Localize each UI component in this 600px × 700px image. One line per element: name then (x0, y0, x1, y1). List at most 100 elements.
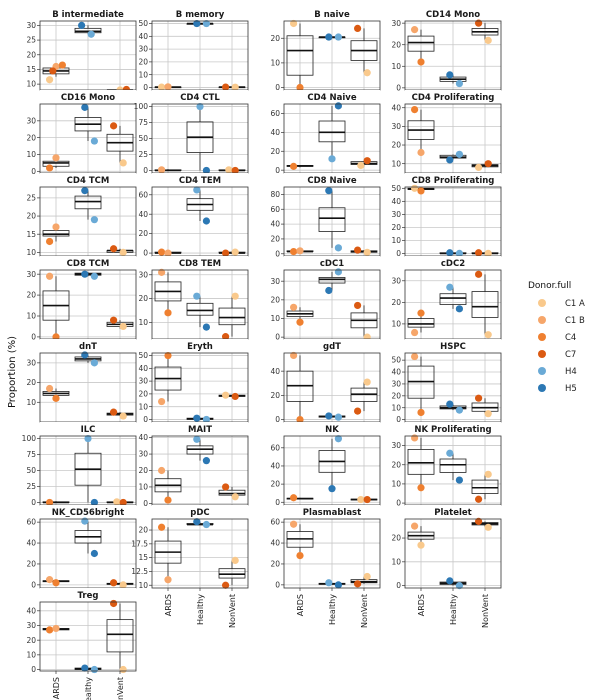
data-point (164, 309, 172, 317)
data-point (202, 217, 210, 225)
y-tick-label: 0 (396, 83, 401, 92)
legend-swatch (538, 350, 546, 358)
data-point (475, 163, 483, 172)
y-tick-label: 60 (270, 518, 280, 527)
y-tick-label: 15 (138, 553, 148, 562)
panel-cd4-tem: CD4 TEM 0 20 40 60 (138, 173, 249, 259)
x-category-label: ARDS (296, 594, 305, 616)
data-point (455, 79, 463, 88)
y-tick-label: 20 (270, 147, 280, 156)
panel-title: B naive (314, 10, 350, 20)
data-point (290, 520, 298, 528)
data-point (363, 378, 371, 386)
box (318, 120, 346, 143)
y-tick-label: 40 (26, 539, 36, 548)
data-point (90, 137, 98, 145)
x-category-label: ARDS (164, 594, 173, 616)
data-point (363, 572, 371, 581)
data-point (119, 248, 127, 256)
y-tick-label: 20 (138, 294, 148, 303)
data-point (52, 624, 60, 633)
data-point (110, 122, 118, 130)
data-point (354, 407, 362, 415)
data-point (81, 103, 89, 111)
data-point (411, 352, 419, 361)
y-tick-label: 25 (26, 193, 36, 202)
y-tick-label: 10 (26, 80, 36, 89)
data-point (446, 156, 454, 164)
panel-strip (405, 90, 501, 104)
data-point (193, 292, 201, 300)
data-point (446, 577, 454, 585)
y-tick-label: 40 (270, 128, 280, 137)
panel-title: CD8 Proliferating (412, 176, 495, 186)
x-category-label: Healthy (84, 677, 93, 700)
data-point (484, 410, 492, 418)
y-tick-label: 0 (143, 83, 148, 92)
y-tick-label: 40 (138, 210, 148, 219)
data-point (417, 58, 425, 66)
box (218, 307, 246, 326)
y-tick-label: 20 (26, 636, 36, 645)
y-tick-label: 20 (270, 34, 280, 43)
data-point (110, 245, 118, 253)
data-point (90, 216, 98, 224)
box (286, 35, 314, 76)
panel-title: cDC2 (441, 259, 465, 269)
data-point (193, 19, 201, 28)
panel-title: CD4 Proliferating (412, 93, 495, 103)
y-tick-label: 10 (26, 150, 36, 159)
data-point (202, 323, 210, 331)
box (42, 230, 70, 237)
y-tick-label: 30 (26, 21, 36, 30)
y-tick-label: 40 (391, 368, 401, 377)
panel-b-memory: B memory 0 10 20 30 40 50 (138, 7, 249, 93)
y-tick-label: 0 (275, 249, 280, 258)
panel-ilc: ILC 0 25 50 75 100 (22, 422, 137, 508)
y-tick-label: 0 (396, 499, 401, 508)
panel-strip (405, 7, 501, 21)
box (74, 195, 102, 210)
data-point (46, 272, 54, 280)
data-point (158, 466, 166, 475)
data-point (193, 435, 201, 443)
data-point (334, 413, 342, 421)
data-point (78, 21, 86, 30)
y-tick-label: 20 (391, 391, 401, 400)
panel-strip (284, 7, 380, 21)
data-point (81, 664, 89, 672)
box (318, 277, 346, 284)
y-tick-label: 0 (143, 166, 148, 175)
y-tick-label: 20 (26, 133, 36, 142)
box (318, 207, 346, 232)
panel-cd4-proliferating: CD4 Proliferating 10 20 30 40 (391, 90, 502, 176)
data-point (46, 164, 54, 172)
data-point (411, 328, 419, 337)
data-point (119, 665, 127, 674)
y-tick-label: 40 (138, 364, 148, 373)
y-tick-label: 0 (275, 333, 280, 342)
data-point (49, 67, 57, 75)
data-point (84, 434, 92, 443)
data-point (354, 24, 362, 32)
data-point (52, 223, 60, 231)
data-point (475, 394, 483, 402)
data-point (222, 249, 230, 257)
y-tick-label: 20 (391, 141, 401, 150)
data-point (325, 579, 333, 587)
legend-label: C1 A (565, 299, 585, 309)
y-tick-label: 10 (391, 62, 401, 71)
y-tick-label: 0 (143, 415, 148, 424)
data-point (357, 161, 365, 170)
y-tick-label: 40 (270, 539, 280, 548)
y-tick-label: 10 (270, 58, 280, 67)
y-tick-label: 10 (138, 581, 148, 590)
panel-mait: MAIT 0 10 20 30 40 (138, 422, 249, 508)
data-point (325, 187, 333, 195)
panel-title: Platelet (434, 508, 471, 518)
data-point (455, 476, 463, 484)
panel-cd16-mono: CD16 Mono 0 10 20 30 (26, 90, 137, 176)
x-category-label: NonVent (116, 677, 125, 700)
y-tick-label: 15 (26, 230, 36, 239)
data-point (411, 105, 419, 114)
